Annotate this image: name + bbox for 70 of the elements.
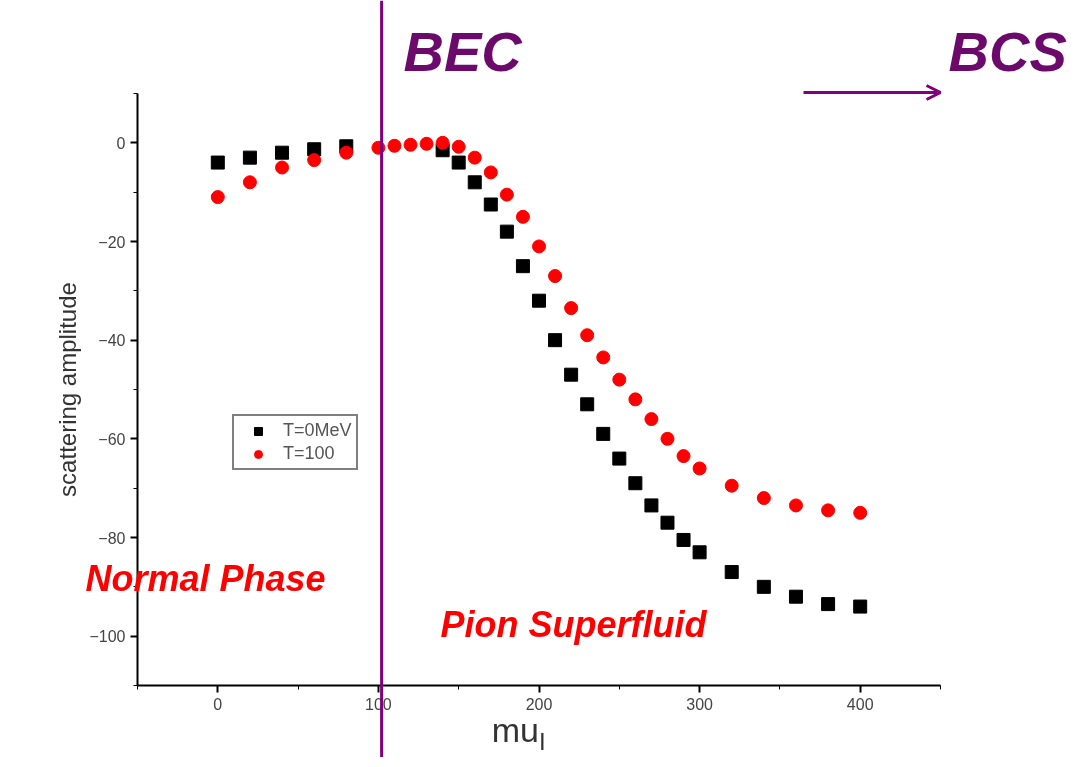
point xyxy=(756,491,771,506)
point xyxy=(307,153,322,168)
point xyxy=(451,139,466,154)
legend-label: T=100 xyxy=(283,443,335,464)
point xyxy=(853,505,868,520)
point xyxy=(628,476,643,491)
point xyxy=(821,503,836,518)
annotation: Pion Superfluid xyxy=(440,603,708,645)
point xyxy=(242,150,257,165)
point xyxy=(210,155,225,170)
point xyxy=(756,579,771,594)
x-tick-label: 400 xyxy=(846,695,874,713)
point xyxy=(387,138,402,153)
point xyxy=(499,187,514,202)
point xyxy=(692,545,707,560)
text: BEC xyxy=(403,19,524,83)
point xyxy=(612,451,627,466)
point xyxy=(788,589,803,604)
point xyxy=(676,449,691,464)
y-tick-label: −20 xyxy=(98,233,126,251)
point xyxy=(275,160,290,175)
x-tick-label: 200 xyxy=(525,695,553,713)
point xyxy=(499,224,514,239)
point xyxy=(515,209,530,224)
point xyxy=(628,392,643,407)
y-tick-label: 0 xyxy=(116,134,126,152)
y-axis-title: scattering amplitude xyxy=(54,282,82,497)
point xyxy=(853,599,868,614)
point xyxy=(548,269,563,284)
point xyxy=(451,155,466,170)
point xyxy=(403,137,418,152)
point xyxy=(692,461,707,476)
point xyxy=(596,350,611,365)
point xyxy=(483,197,498,212)
point xyxy=(644,498,659,513)
point xyxy=(644,412,659,427)
point xyxy=(210,190,225,205)
text: BCS xyxy=(948,19,1067,83)
point xyxy=(515,259,530,274)
point xyxy=(483,165,498,180)
point xyxy=(724,565,739,580)
point xyxy=(467,175,482,190)
point xyxy=(724,478,739,493)
point xyxy=(419,136,434,151)
point xyxy=(564,301,579,316)
point xyxy=(612,372,627,387)
point xyxy=(548,333,563,348)
point xyxy=(596,426,611,441)
x-tick-label: 300 xyxy=(686,695,714,713)
point xyxy=(580,328,595,343)
point xyxy=(275,145,290,160)
point xyxy=(788,498,803,513)
y-tick-label: −40 xyxy=(98,332,126,350)
y-tick-label: −60 xyxy=(98,430,126,448)
point xyxy=(339,145,354,160)
point xyxy=(660,431,675,446)
point xyxy=(532,239,546,254)
point xyxy=(676,532,691,547)
point xyxy=(467,150,482,165)
point xyxy=(580,397,595,412)
point xyxy=(821,597,836,612)
legend-label: T=0MeV xyxy=(283,420,352,441)
point xyxy=(532,293,546,308)
point xyxy=(660,515,675,530)
point xyxy=(242,175,257,190)
y-tick-label: −80 xyxy=(98,529,126,547)
x-tick-label: 0 xyxy=(213,695,223,713)
y-tick-label: −100 xyxy=(89,628,126,646)
point xyxy=(564,367,579,382)
point xyxy=(435,135,450,150)
